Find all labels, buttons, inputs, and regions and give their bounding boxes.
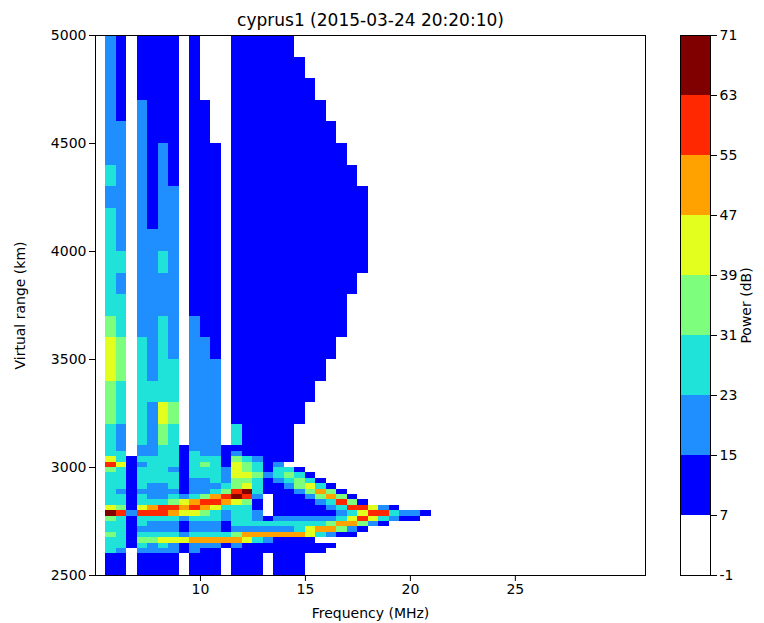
svg-text:25: 25 bbox=[506, 581, 524, 597]
svg-text:23: 23 bbox=[720, 387, 738, 403]
svg-text:Virtual range (km): Virtual range (km) bbox=[12, 241, 28, 369]
svg-text:7: 7 bbox=[720, 507, 729, 523]
svg-text:Power (dB): Power (dB) bbox=[738, 267, 754, 343]
svg-text:15: 15 bbox=[720, 447, 738, 463]
svg-text:71: 71 bbox=[720, 27, 738, 43]
svg-text:31: 31 bbox=[720, 327, 738, 343]
svg-text:4000: 4000 bbox=[51, 243, 87, 259]
svg-text:10: 10 bbox=[192, 581, 210, 597]
svg-text:15: 15 bbox=[297, 581, 315, 597]
svg-text:2500: 2500 bbox=[51, 567, 87, 583]
svg-text:-1: -1 bbox=[720, 567, 734, 583]
svg-text:Frequency (MHz): Frequency (MHz) bbox=[312, 605, 430, 621]
svg-text:3000: 3000 bbox=[51, 459, 87, 475]
svg-text:cyprus1 (2015-03-24 20:20:10): cyprus1 (2015-03-24 20:20:10) bbox=[237, 10, 504, 30]
svg-text:55: 55 bbox=[720, 147, 738, 163]
svg-text:20: 20 bbox=[401, 581, 419, 597]
svg-text:3500: 3500 bbox=[51, 351, 87, 367]
svg-text:5000: 5000 bbox=[51, 27, 87, 43]
svg-text:39: 39 bbox=[720, 267, 738, 283]
svg-text:63: 63 bbox=[720, 87, 738, 103]
svg-text:47: 47 bbox=[720, 207, 738, 223]
svg-text:4500: 4500 bbox=[51, 135, 87, 151]
